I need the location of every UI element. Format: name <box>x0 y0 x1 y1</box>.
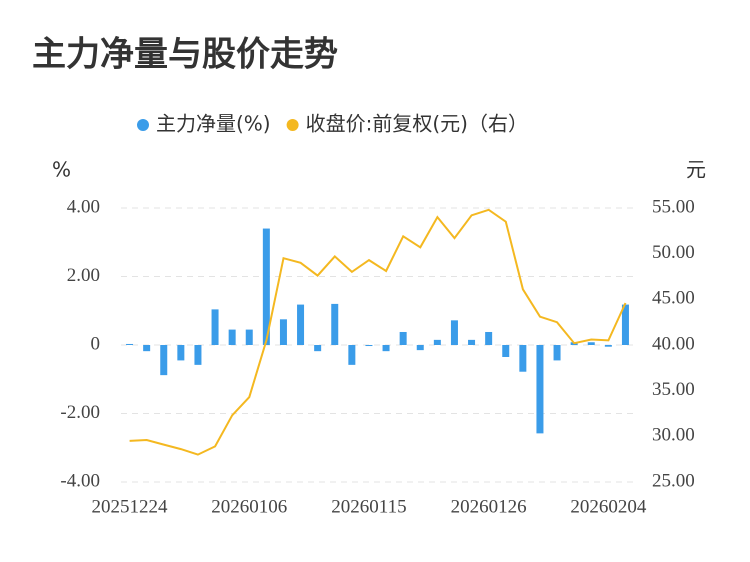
bar <box>485 331 493 345</box>
bar <box>587 342 595 345</box>
bar <box>126 343 134 345</box>
y2-tick-label: 30.00 <box>652 425 695 446</box>
legend-label: 收盘价:前复权(元)（右） <box>306 112 528 136</box>
price-line <box>129 208 627 456</box>
x-tick-label: 20251224 <box>92 496 169 517</box>
bar <box>536 345 544 434</box>
x-tick-label: 20260115 <box>331 496 406 517</box>
bar <box>297 304 305 345</box>
bar <box>279 319 287 345</box>
bar <box>604 345 612 347</box>
bar <box>211 309 219 345</box>
bar <box>331 303 339 345</box>
chart-title: 主力净量与股价走势 <box>32 35 338 75</box>
bar <box>450 320 458 345</box>
bar <box>314 345 322 352</box>
bar <box>365 345 373 347</box>
y2-tick-label: 25.00 <box>652 470 695 491</box>
y-tick-label: 2.00 <box>67 265 100 286</box>
bar <box>399 331 407 345</box>
bar <box>621 304 629 345</box>
bar <box>228 329 236 345</box>
bar <box>348 345 356 365</box>
bar <box>553 345 561 361</box>
bar <box>382 345 390 352</box>
bar <box>262 228 270 345</box>
bar <box>160 345 168 376</box>
bar <box>416 345 424 351</box>
y2-tick-label: 50.00 <box>652 242 695 263</box>
bar <box>519 345 527 372</box>
y-tick-label: -4.00 <box>60 470 100 491</box>
legend-marker <box>137 119 149 131</box>
y2-tick-label: 55.00 <box>652 196 695 217</box>
bar <box>177 345 185 361</box>
bar <box>468 339 476 345</box>
y-tick-label: 4.00 <box>67 196 100 217</box>
y-unit: % <box>52 158 71 182</box>
legend-label: 主力净量(%) <box>156 112 271 136</box>
y2-tick-label: 40.00 <box>652 333 695 354</box>
y-tick-label: 0 <box>91 333 101 354</box>
x-tick-label: 20260106 <box>211 496 287 517</box>
y-tick-label: -2.00 <box>60 402 100 423</box>
y2-tick-label: 35.00 <box>652 379 695 400</box>
bar <box>245 329 253 345</box>
bar <box>194 345 202 365</box>
x-tick-label: 20260204 <box>570 496 647 517</box>
y2-tick-label: 45.00 <box>652 288 695 309</box>
bar <box>433 339 441 345</box>
bar <box>502 345 510 357</box>
x-tick-label: 20260126 <box>451 496 527 517</box>
legend-marker <box>286 119 299 131</box>
bar <box>143 345 151 352</box>
y2-unit: 元 <box>686 158 706 182</box>
